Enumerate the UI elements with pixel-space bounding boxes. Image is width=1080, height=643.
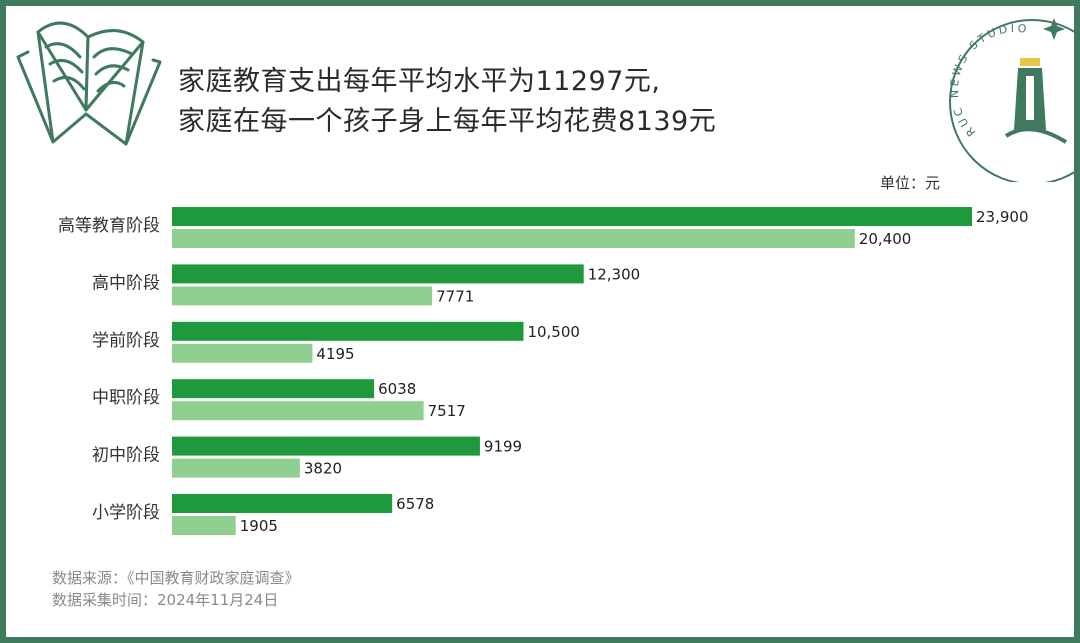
category-label: 小学阶段 bbox=[92, 503, 160, 523]
bar-series-1 bbox=[172, 379, 375, 399]
bar-series-1 bbox=[172, 207, 972, 226]
value-label: 12,300 bbox=[588, 265, 641, 283]
bar-series-2 bbox=[172, 286, 433, 306]
category-label: 高中阶段 bbox=[92, 273, 160, 293]
lighthouse-icon: RUC NEWS STUDIO bbox=[948, 18, 1074, 182]
bar-series-1 bbox=[172, 494, 393, 513]
bar-series-2 bbox=[172, 458, 300, 478]
unit-label: 单位：元 bbox=[880, 174, 941, 192]
bar-series-2 bbox=[172, 343, 313, 363]
footer: 数据来源：《中国教育财政家庭调查》 数据采集时间：2024年11月24日 bbox=[52, 567, 300, 611]
value-label: 6578 bbox=[396, 495, 434, 513]
value-label: 3820 bbox=[304, 460, 342, 478]
value-label: 10,500 bbox=[527, 323, 580, 341]
value-label: 4195 bbox=[316, 345, 354, 363]
value-label: 23,900 bbox=[976, 208, 1029, 226]
category-label: 学前阶段 bbox=[92, 331, 160, 351]
bar-series-2 bbox=[172, 516, 236, 535]
title-line-1: 家庭教育支出每年平均水平为11297元, bbox=[178, 66, 661, 97]
value-label: 1905 bbox=[240, 517, 278, 535]
value-label: 6038 bbox=[378, 380, 416, 398]
open-book-icon bbox=[16, 21, 162, 146]
value-label: 9199 bbox=[484, 438, 522, 456]
category-label: 高等教育阶段 bbox=[58, 216, 160, 236]
source-note: 数据来源：《中国教育财政家庭调查》 bbox=[52, 569, 300, 587]
date-note: 数据采集时间：2024年11月24日 bbox=[52, 591, 279, 609]
value-label: 7517 bbox=[428, 402, 466, 420]
bar-series-1 bbox=[172, 264, 584, 284]
bar-series-2 bbox=[172, 401, 424, 421]
value-label: 20,400 bbox=[859, 230, 912, 248]
value-label: 7771 bbox=[436, 287, 474, 305]
bar-series-1 bbox=[172, 321, 524, 341]
category-label: 初中阶段 bbox=[92, 446, 160, 466]
bar-series-2 bbox=[172, 229, 855, 248]
category-label: 中职阶段 bbox=[92, 388, 160, 408]
bar-series-1 bbox=[172, 436, 480, 456]
chart-title: 家庭教育支出每年平均水平为11297元, 家庭在每一个孩子身上每年平均花费813… bbox=[178, 62, 716, 142]
title-line-2: 家庭在每一个孩子身上每年平均花费8139元 bbox=[178, 106, 717, 137]
